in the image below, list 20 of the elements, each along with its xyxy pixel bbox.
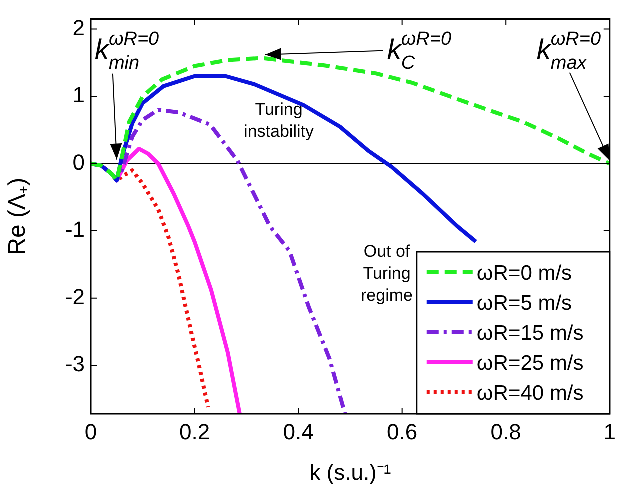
y-tick-label: 2 [72, 15, 85, 40]
y-tick-label: 0 [72, 150, 85, 175]
x-tick-label: 0.2 [179, 419, 210, 444]
legend-label: ωR=15 m/s [476, 322, 584, 345]
x-axis-title: k (s.u.)⁻¹ [310, 460, 392, 485]
y-tick-label: -1 [65, 217, 85, 242]
x-tick-label: 1 [604, 419, 616, 444]
legend-label: ωR=0 m/s [476, 262, 572, 285]
y-tick-label: -2 [65, 284, 85, 310]
annotation: Turing instability [244, 100, 314, 141]
annotation: Out of Turing regime [361, 242, 413, 305]
legend-label: ωR=40 m/s [476, 382, 584, 405]
x-tick-label: 0.6 [387, 419, 418, 444]
y-tick-label: 1 [72, 82, 85, 108]
y-axis-title: Re (Λ₊) [4, 178, 32, 256]
legend-label: ωR=25 m/s [476, 352, 584, 375]
x-tick-label: 0.8 [490, 419, 522, 444]
legend-label: ωR=5 m/s [476, 292, 572, 315]
x-tick-label: 0.4 [283, 419, 314, 444]
y-tick-label: -3 [65, 352, 85, 377]
